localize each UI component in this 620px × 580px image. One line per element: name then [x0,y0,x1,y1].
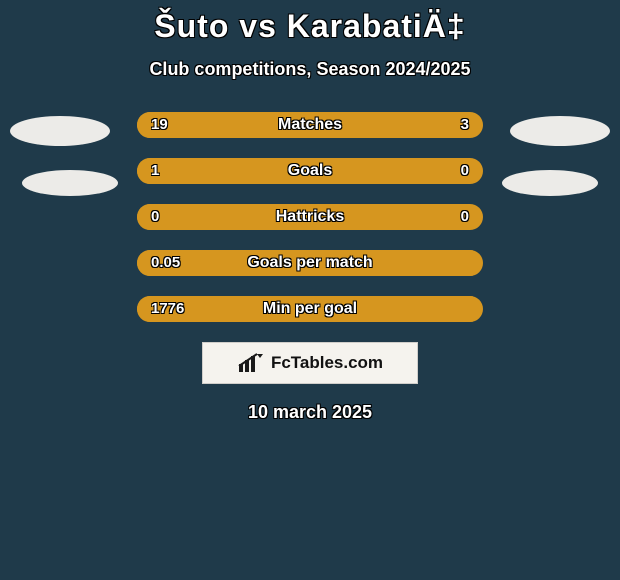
bar-row: Hattricks00 [137,204,483,230]
bar-value-right: 3 [461,112,469,138]
bar-chart: Matches193 Goals10 Hattricks00 Goals per ma… [137,112,483,322]
bar-row: Goals10 [137,158,483,184]
bar-chart-icon [237,352,265,374]
page-subtitle: Club competitions, Season 2024/2025 [0,59,620,80]
bar-left-fill [137,158,466,184]
bar-left-fill [137,250,473,276]
bar-row: Matches193 [137,112,483,138]
date-label: 10 march 2025 [0,402,620,423]
bar-left-fill [137,296,473,322]
avatar-player-left-1 [10,116,110,146]
bar-row: Goals per match0.05 [137,250,483,276]
comparison-card: Šuto vs KarabatiÄ‡ Club competitions, Se… [0,0,620,580]
bar-left-fill [137,204,466,230]
brand-logo[interactable]: FcTables.com [202,342,418,384]
avatar-player-right-1 [510,116,610,146]
avatar-player-left-2 [22,170,118,196]
avatar-player-right-2 [502,170,598,196]
bar-row: Min per goal1776 [137,296,483,322]
brand-logo-text: FcTables.com [271,353,383,373]
page-title: Šuto vs KarabatiÄ‡ [0,0,620,45]
bar-left-fill [137,112,410,138]
chart-area: Matches193 Goals10 Hattricks00 Goals per ma… [0,112,620,322]
